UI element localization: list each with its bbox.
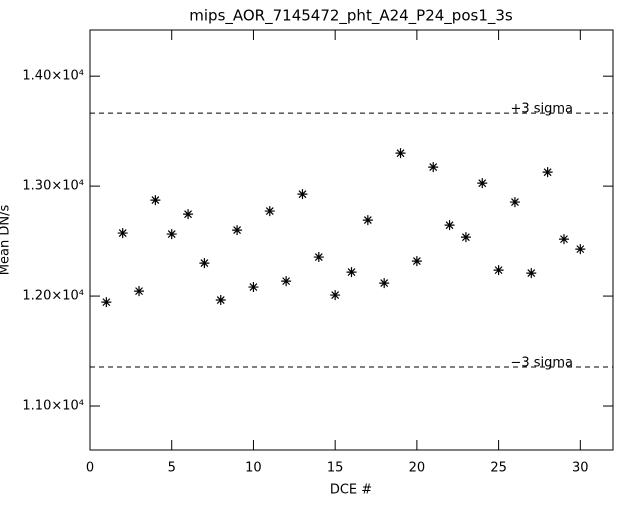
data-point [493, 265, 504, 276]
data-point [444, 220, 455, 231]
data-point [248, 282, 259, 293]
x-tick-label: 30 [572, 461, 589, 476]
data-point [199, 258, 210, 269]
data-point [477, 178, 488, 189]
data-point [460, 232, 471, 243]
data-point [330, 290, 341, 301]
x-tick-label: 0 [86, 461, 94, 476]
data-point [134, 286, 145, 297]
data-point [313, 252, 324, 263]
data-point [101, 297, 112, 308]
data-point [297, 189, 308, 200]
data-point [215, 295, 226, 306]
data-point [509, 197, 520, 208]
data-point [379, 278, 390, 289]
x-tick-label: 15 [327, 461, 344, 476]
data-point [542, 167, 553, 178]
sigma-label: +3 sigma [510, 102, 573, 117]
y-tick-label: 1.20×10⁴ [22, 289, 84, 304]
data-point [150, 195, 161, 206]
data-point [117, 228, 128, 239]
data-point [575, 244, 586, 255]
x-tick-label: 10 [245, 461, 262, 476]
data-point [166, 229, 177, 240]
y-axis-label: Mean DN/s [0, 205, 13, 276]
y-tick-label: 1.30×10⁴ [22, 179, 84, 194]
data-point [183, 209, 194, 220]
data-point [428, 162, 439, 173]
chart-title: mips_AOR_7145472_pht_A24_P24_pos1_3s [189, 7, 513, 26]
data-point [411, 256, 422, 267]
data-point [232, 225, 243, 236]
plot-frame [89, 29, 614, 451]
data-point [346, 267, 357, 278]
x-axis-label: DCE # [330, 483, 372, 498]
x-tick-label: 5 [168, 461, 176, 476]
x-tick-label: 20 [409, 461, 426, 476]
data-point [362, 215, 373, 226]
data-point [281, 276, 292, 287]
data-point [558, 234, 569, 245]
y-tick-label: 1.10×10⁴ [22, 399, 84, 414]
data-point [395, 148, 406, 159]
y-tick-label: 1.40×10⁴ [22, 69, 84, 84]
x-tick-label: 25 [490, 461, 507, 476]
sigma-label: −3 sigma [510, 355, 573, 370]
data-point [264, 206, 275, 217]
data-point [526, 268, 537, 279]
